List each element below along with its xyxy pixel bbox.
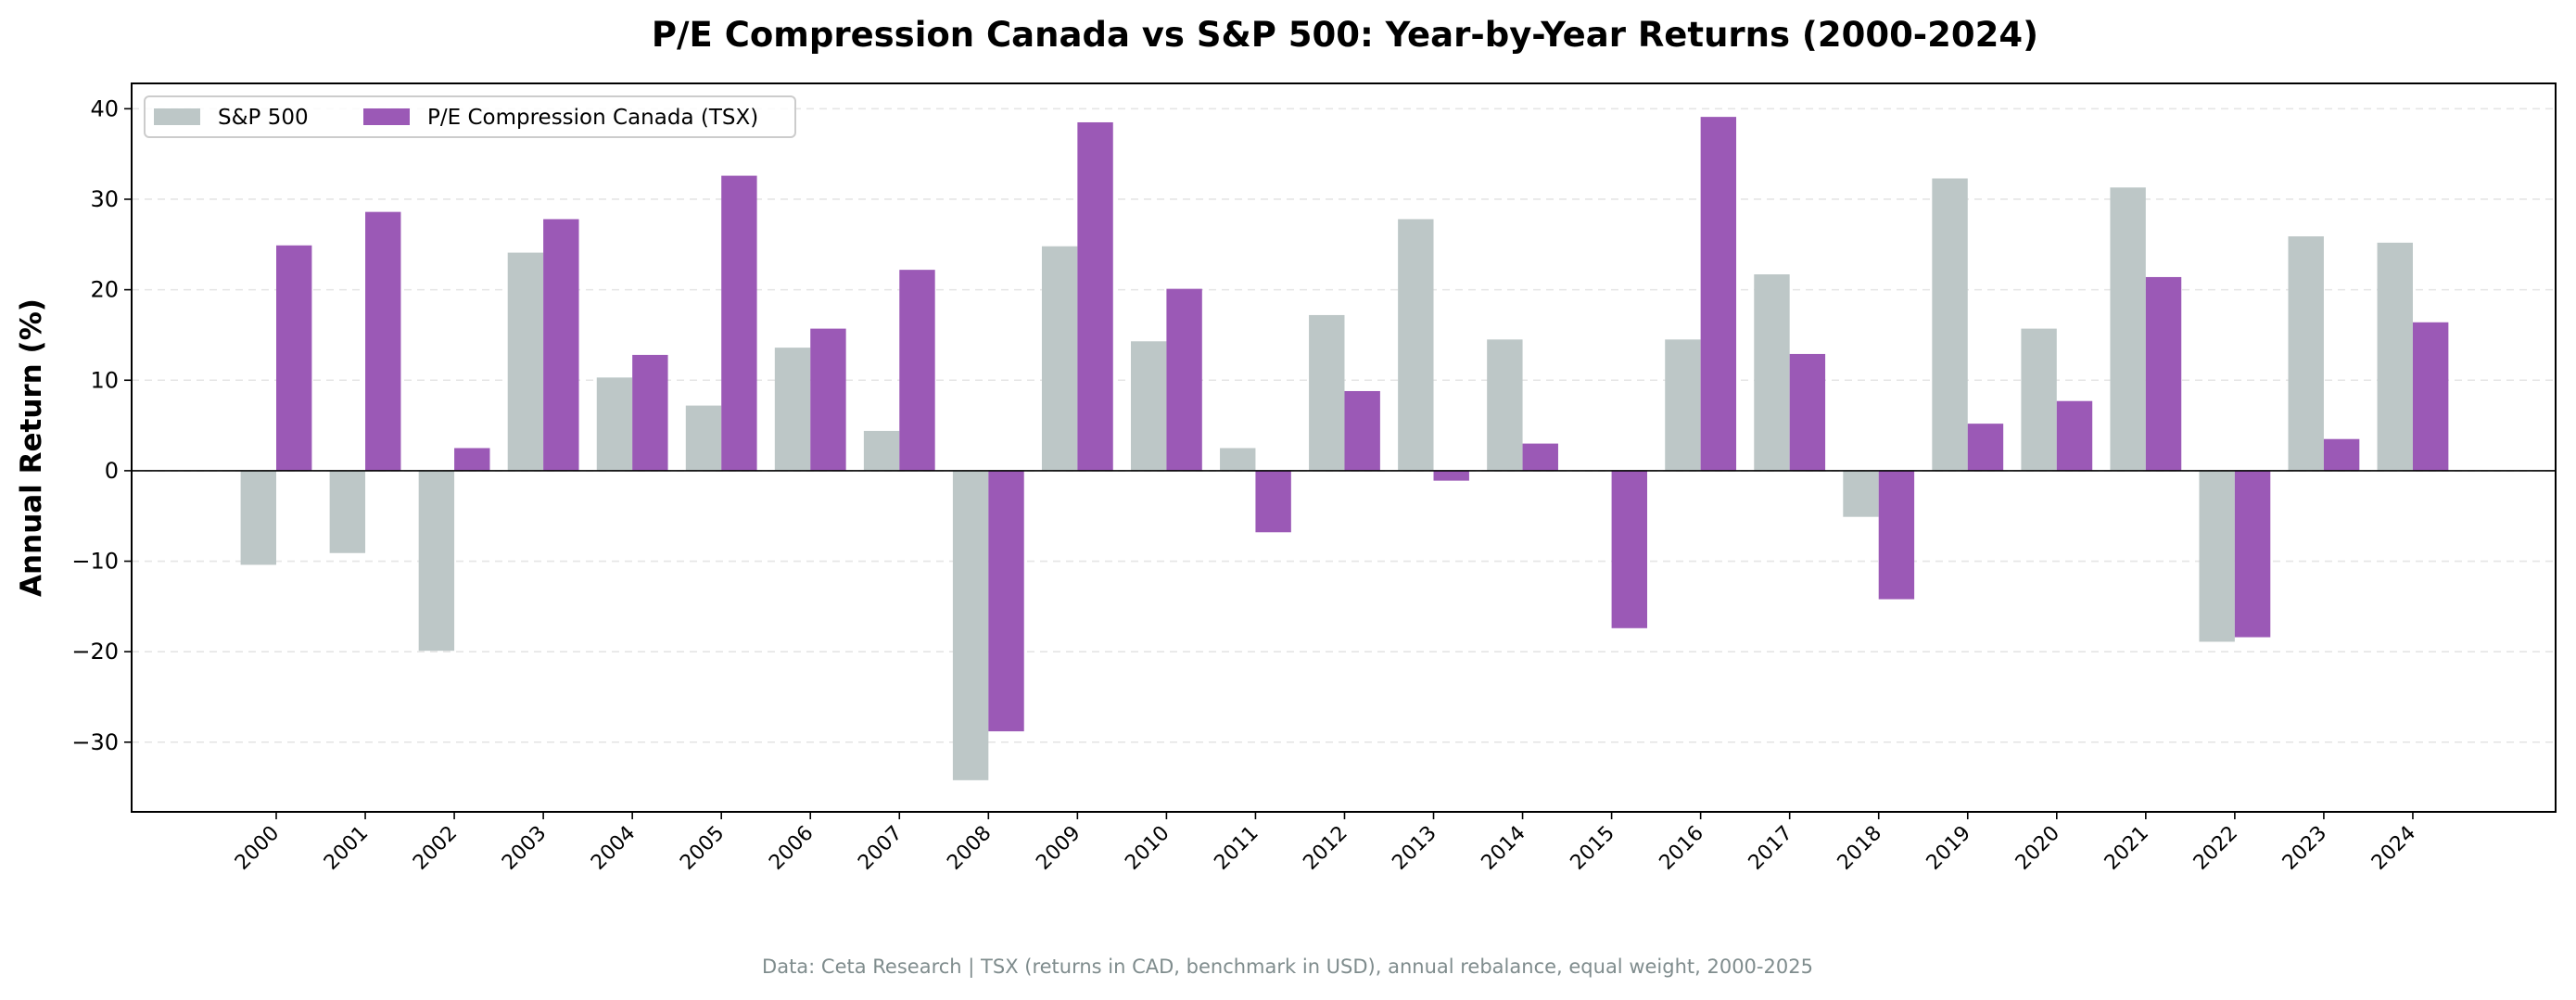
y-tick-label: 40 xyxy=(90,95,119,121)
bar-sp500-2023 xyxy=(2288,236,2324,471)
bar-sp500-2013 xyxy=(1398,219,1434,471)
x-tick-label: 2016 xyxy=(1656,822,1708,875)
bar-tsx-2015 xyxy=(1611,470,1647,628)
bar-tsx-2006 xyxy=(810,328,846,471)
x-tick-label: 2000 xyxy=(231,822,284,875)
bar-tsx-2023 xyxy=(2323,438,2360,471)
x-tick-label: 2015 xyxy=(1567,822,1619,875)
chart-title: P/E Compression Canada vs S&P 500: Year-… xyxy=(652,15,2038,55)
x-tick-label: 2005 xyxy=(676,822,729,875)
x-tick-label: 2009 xyxy=(1032,822,1085,875)
x-tick-label: 2013 xyxy=(1388,822,1440,875)
x-tick-label: 2022 xyxy=(2189,822,2242,875)
bar-sp500-2018 xyxy=(1843,470,1879,517)
bar-sp500-2019 xyxy=(1932,178,1968,471)
legend-label-tsx: P/E Compression Canada (TSX) xyxy=(427,106,758,130)
x-tick-label: 2014 xyxy=(1478,822,1530,875)
y-tick-label: −30 xyxy=(71,729,119,755)
bar-sp500-2006 xyxy=(774,348,811,471)
legend-swatch-tsx xyxy=(363,108,410,125)
bar-tsx-2013 xyxy=(1433,470,1469,481)
bar-tsx-2002 xyxy=(454,448,490,471)
bar-sp500-2024 xyxy=(2377,242,2413,471)
legend-label-sp500: S&P 500 xyxy=(218,106,309,130)
x-tick-label: 2019 xyxy=(1922,822,1975,875)
legend-swatch-sp500 xyxy=(154,108,200,125)
bar-sp500-2011 xyxy=(1220,448,1256,471)
x-tick-label: 2018 xyxy=(1834,822,1886,875)
bar-tsx-2000 xyxy=(276,245,312,471)
bar-sp500-2021 xyxy=(2110,187,2146,471)
bar-tsx-2001 xyxy=(365,211,401,471)
x-tick-label: 2012 xyxy=(1299,822,1351,875)
bar-sp500-2022 xyxy=(2199,470,2235,642)
x-tick-label: 2007 xyxy=(854,822,907,875)
bar-tsx-2003 xyxy=(543,219,579,471)
x-tick-label: 2020 xyxy=(2011,822,2064,875)
bar-tsx-2005 xyxy=(721,175,757,471)
bar-sp500-2020 xyxy=(2021,328,2057,471)
bar-tsx-2010 xyxy=(1166,288,1202,471)
footnote: Data: Ceta Research | TSX (returns in CA… xyxy=(762,956,1813,979)
bar-sp500-2008 xyxy=(952,470,989,780)
bar-sp500-2005 xyxy=(685,405,722,471)
bar-tsx-2014 xyxy=(1522,443,1558,471)
bar-tsx-2017 xyxy=(1789,353,1826,471)
y-tick-label: 10 xyxy=(90,367,119,393)
bar-sp500-2009 xyxy=(1041,246,1078,471)
x-axis: 2000 2001 2002 2003 2004 2005 2006 2007 2008 2009… xyxy=(231,812,2420,875)
bar-tsx-2009 xyxy=(1077,121,1113,471)
plot-frame xyxy=(131,82,2557,813)
bar-tsx-2008 xyxy=(988,470,1024,732)
bar-tsx-2016 xyxy=(1700,117,1737,471)
bar-tsx-2018 xyxy=(1878,470,1915,600)
bar-sp500-2001 xyxy=(329,470,366,553)
y-tick-label: −10 xyxy=(71,549,119,575)
bar-sp500-2007 xyxy=(863,430,900,471)
x-tick-label: 2006 xyxy=(765,822,818,875)
bar-tsx-2004 xyxy=(632,354,668,471)
bar-sp500-2012 xyxy=(1309,314,1345,471)
bar-tsx-2020 xyxy=(2056,400,2093,471)
y-tick-label: 30 xyxy=(90,186,119,212)
bar-sp500-2014 xyxy=(1487,339,1523,471)
y-axis: −30 −20 −10 0 10 20 30 40 xyxy=(71,95,132,755)
legend: S&P 500 P/E Compression Canada (TSX) xyxy=(144,95,796,138)
x-tick-label: 2010 xyxy=(1121,822,1174,875)
bar-tsx-2022 xyxy=(2234,470,2271,638)
bar-sp500-2017 xyxy=(1754,274,1790,471)
bar-sp500-2004 xyxy=(596,377,633,471)
x-tick-label: 2004 xyxy=(587,822,640,875)
bar-tsx-2024 xyxy=(2412,322,2449,471)
bar-sp500-2000 xyxy=(240,470,276,565)
bar-tsx-2021 xyxy=(2145,276,2182,471)
x-tick-label: 2024 xyxy=(2367,822,2420,875)
y-tick-label: 20 xyxy=(90,277,119,303)
x-tick-label: 2008 xyxy=(943,822,996,875)
y-tick-label: −20 xyxy=(71,639,119,665)
x-tick-label: 2011 xyxy=(1210,822,1263,875)
bar-sp500-2003 xyxy=(507,252,544,471)
x-tick-label: 2023 xyxy=(2278,822,2331,875)
bar-sp500-2010 xyxy=(1131,341,1167,471)
bar-sp500-2016 xyxy=(1665,339,1701,471)
bar-tsx-2011 xyxy=(1255,470,1291,533)
bar-tsx-2007 xyxy=(899,270,935,471)
bar-tsx-2012 xyxy=(1344,390,1380,471)
x-tick-label: 2021 xyxy=(2100,822,2153,875)
x-tick-label: 2003 xyxy=(498,822,551,875)
bars xyxy=(240,117,2449,780)
x-tick-label: 2017 xyxy=(1745,822,1797,875)
x-tick-label: 2001 xyxy=(320,822,373,875)
y-axis-label: Annual Return (%) xyxy=(15,298,48,597)
legend-box xyxy=(144,95,796,138)
bar-tsx-2019 xyxy=(1967,424,2004,471)
x-tick-label: 2002 xyxy=(409,822,462,875)
y-tick-label: 0 xyxy=(105,458,119,484)
bar-sp500-2002 xyxy=(418,470,455,652)
